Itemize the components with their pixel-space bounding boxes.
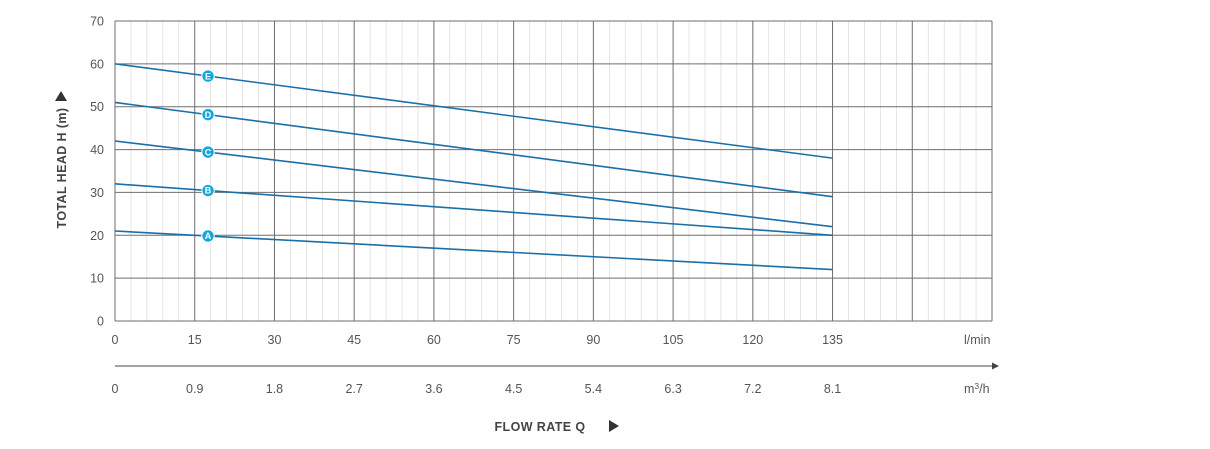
y-tick-labels: 0 10 20 30 40 50 60 70 <box>90 15 104 329</box>
curve-e <box>114 63 833 159</box>
y-tick-label: 50 <box>90 100 104 114</box>
curve-markers: A B C D E <box>201 69 215 243</box>
x-tick-label: 60 <box>427 333 441 347</box>
curve-marker-label: A <box>205 231 212 241</box>
x2-unit-label: m3/h <box>964 381 990 396</box>
x2-tick-label: 0.9 <box>186 382 203 396</box>
y-tick-label: 30 <box>90 186 104 200</box>
x2-tick-label: 0 <box>112 382 119 396</box>
x2-tick-label: 6.3 <box>664 382 681 396</box>
y-tick-label: 40 <box>90 143 104 157</box>
major-grid <box>114 20 993 322</box>
curve-marker-c <box>201 145 215 159</box>
curve-b <box>114 183 833 237</box>
curve-c <box>114 140 833 228</box>
x2-tick-label: 1.8 <box>266 382 283 396</box>
x-tick-label: 135 <box>822 333 843 347</box>
x2-tick-label: 3.6 <box>425 382 442 396</box>
x2-tick-label: 2.7 <box>345 382 362 396</box>
x-tick-label: 0 <box>112 333 119 347</box>
x-axis-arrow-icon <box>609 420 619 432</box>
y-axis-title: TOTAL HEAD H (m) <box>55 108 69 229</box>
x-tick-label: 120 <box>742 333 763 347</box>
secondary-axis-arrow-icon <box>992 362 999 370</box>
y-tick-label: 60 <box>90 57 104 71</box>
curve-marker-d <box>201 107 215 122</box>
curve-marker-b <box>201 183 215 198</box>
curve-marker-label: B <box>205 186 212 196</box>
curve-a <box>114 230 833 271</box>
x-tick-label: 75 <box>507 333 521 347</box>
curves <box>114 63 833 271</box>
y-tick-label: 10 <box>90 272 104 286</box>
y-axis-arrow-icon <box>55 91 67 101</box>
curve-marker-label: D <box>205 110 212 120</box>
x2-tick-label: 7.2 <box>744 382 761 396</box>
x2-tick-label: 4.5 <box>505 382 522 396</box>
x-tick-label: 45 <box>347 333 361 347</box>
curve-marker-a <box>201 229 215 243</box>
x-tick-label: 30 <box>268 333 282 347</box>
x2-tick-labels: 0 0.9 1.8 2.7 3.6 4.5 5.4 6.3 7.2 8.1 <box>112 382 842 396</box>
x-tick-label: 15 <box>188 333 202 347</box>
x-unit-label: l/min <box>964 333 990 347</box>
curve-marker-label: C <box>205 147 212 157</box>
curve-d <box>114 101 833 198</box>
y-tick-label: 20 <box>90 229 104 243</box>
x2-tick-label: 5.4 <box>585 382 602 396</box>
x-tick-label: 90 <box>586 333 600 347</box>
x-tick-labels: 0 15 30 45 60 75 90 105 120 135 <box>112 333 843 347</box>
y-tick-label: 0 <box>97 315 104 329</box>
x-tick-label: 105 <box>663 333 684 347</box>
minor-grid <box>130 21 977 321</box>
curve-marker-e <box>201 69 215 83</box>
curve-marker-label: E <box>205 71 211 81</box>
x-axis-title: FLOW RATE Q <box>495 420 586 434</box>
y-tick-label: 70 <box>90 15 104 29</box>
x2-tick-label: 8.1 <box>824 382 841 396</box>
